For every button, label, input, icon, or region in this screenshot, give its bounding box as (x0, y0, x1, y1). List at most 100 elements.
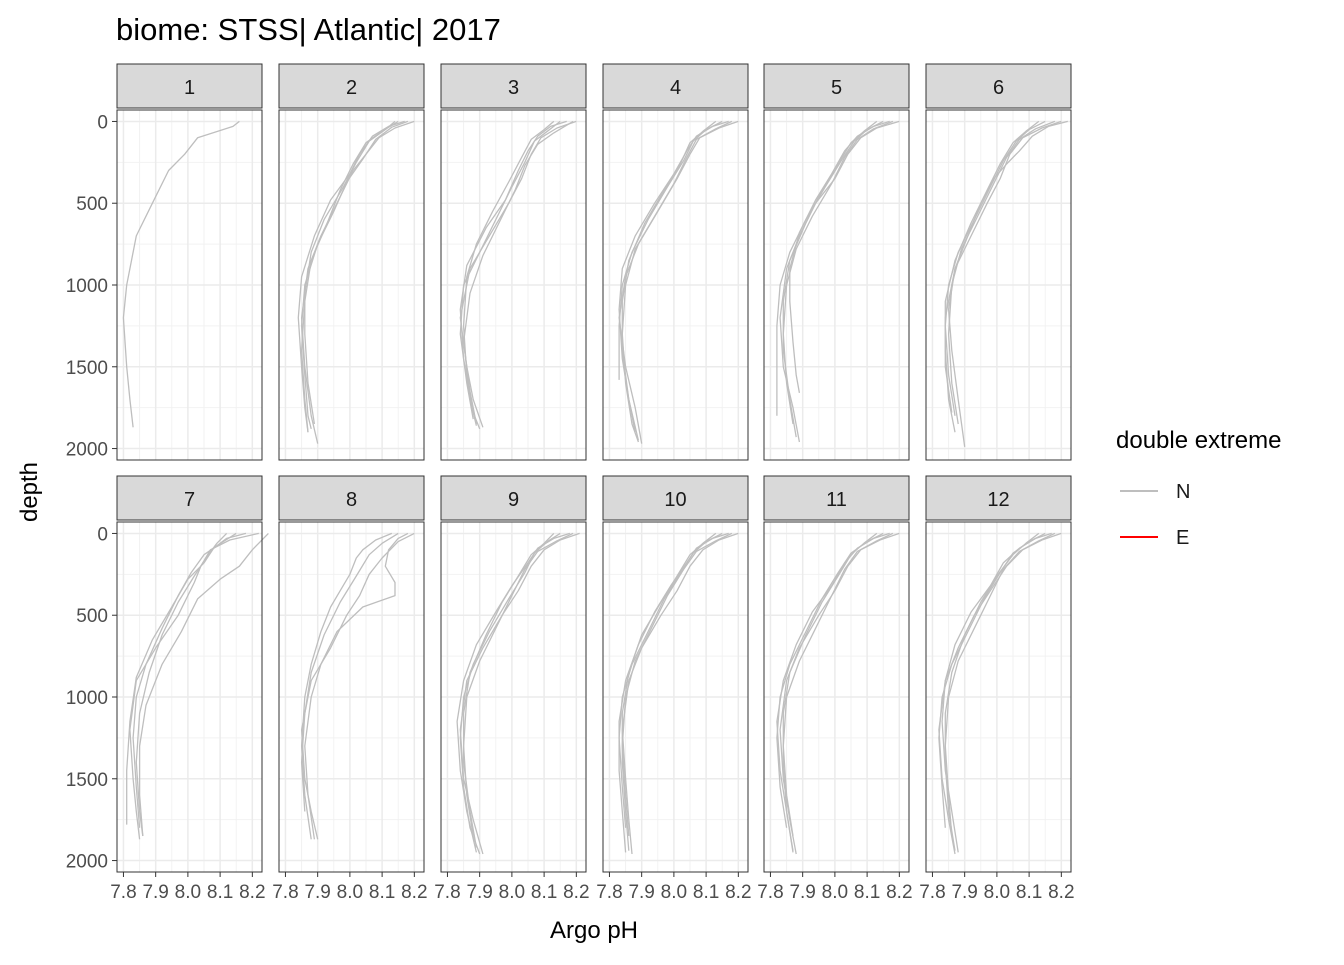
profile-line-3 (618, 532, 723, 828)
facet-strip (925, 63, 1072, 109)
x-tick-label: 7.9 (304, 882, 330, 903)
x-tick-label: 7.8 (919, 882, 945, 903)
profile-line-3 (776, 120, 884, 416)
facet-strip-label: 10 (664, 489, 686, 511)
facet-strip-label: 9 (508, 489, 519, 511)
y-tick-label: 1000 (66, 276, 108, 297)
x-tick-label: 8.1 (854, 882, 880, 903)
x-tick-label: 7.9 (142, 882, 168, 903)
panel-border (602, 109, 749, 461)
profile-line-4 (462, 120, 555, 430)
facet-strip (925, 475, 1072, 521)
profile-line-1 (300, 532, 415, 840)
facet-panel-9: 9 7.8 7.9 8.0 8.1 8.2 (434, 475, 590, 903)
x-tick-label: 8.1 (531, 882, 557, 903)
profile-line-5 (135, 532, 228, 837)
y-tick-label: 0 (97, 524, 108, 545)
facet-strip (440, 63, 587, 109)
facet-strip-label: 12 (987, 489, 1009, 511)
x-tick-label: 7.9 (951, 882, 977, 903)
legend-title: double extreme (1116, 427, 1281, 454)
panel-border (763, 109, 910, 461)
x-tick-label: 8.1 (207, 882, 233, 903)
facet-panel-6: 6 (925, 63, 1072, 461)
facet-strip-label: 3 (508, 77, 519, 99)
y-tick-label: 2000 (66, 852, 108, 873)
panel-border (440, 521, 587, 873)
profile-line-3 (304, 532, 409, 840)
profile-line-4 (944, 120, 1040, 433)
x-tick-label: 8.2 (1048, 882, 1074, 903)
facet-panel-2: 2 (278, 63, 425, 461)
x-axis-label: Argo pH (550, 917, 638, 944)
x-tick-label: 8.1 (369, 882, 395, 903)
x-tick-label: 7.8 (596, 882, 622, 903)
facet-strip-label: 6 (993, 77, 1004, 99)
profile-line-5 (300, 120, 399, 433)
profile-line-5 (462, 532, 574, 837)
x-tick-label: 7.8 (110, 882, 136, 903)
x-tick-label: 8.0 (984, 882, 1010, 903)
x-tick-label: 8.2 (725, 882, 751, 903)
profile-line-3 (132, 532, 237, 828)
x-tick-label: 8.2 (401, 882, 427, 903)
panel-border (925, 109, 1072, 461)
facet-strip (116, 63, 263, 109)
y-tick-label: 2000 (66, 440, 108, 461)
y-axis-label: depth (16, 462, 43, 522)
profile-line-3 (459, 532, 561, 855)
facet-panel-5: 5 (763, 63, 910, 461)
facet-panel-4: 4 (602, 63, 749, 461)
facet-panel-10: 10 7.8 7.9 8.0 8.1 8.2 (596, 475, 752, 903)
y-tick-label: 500 (76, 194, 108, 215)
facet-strip-label: 8 (346, 489, 357, 511)
profile-line-5 (782, 120, 894, 425)
panel-border (278, 521, 425, 873)
legend-label-e: E (1176, 527, 1189, 549)
x-tick-label: 8.1 (693, 882, 719, 903)
facet-panel-12: 12 7.8 7.9 8.0 8.1 8.2 (919, 475, 1075, 903)
profile-line-1 (459, 532, 580, 855)
profile-line-3 (459, 120, 561, 420)
profile-line-4 (300, 532, 399, 812)
x-tick-label: 8.0 (499, 882, 525, 903)
panel-border (925, 521, 1072, 873)
profile-line-4 (944, 532, 1040, 851)
facet-strip (602, 63, 749, 109)
y-tick-label: 1000 (66, 688, 108, 709)
profile-line-5 (944, 532, 1056, 837)
facet-strip (278, 63, 425, 109)
facet-strip-label: 4 (670, 77, 681, 99)
x-tick-label: 8.0 (822, 882, 848, 903)
y-tick-label: 1500 (66, 358, 108, 379)
facet-strip (440, 475, 587, 521)
profile-line-1 (947, 120, 1062, 447)
profile-line-5 (462, 120, 574, 425)
y-tick-label: 1500 (66, 770, 108, 791)
profile-line-5 (621, 532, 733, 837)
x-tick-label: 8.0 (661, 882, 687, 903)
panel-border (440, 109, 587, 461)
profile-line-4 (621, 532, 717, 851)
legend: double extreme N E (1116, 427, 1281, 549)
x-tick-label: 8.2 (239, 882, 265, 903)
profile-line-5 (782, 532, 894, 837)
facet-panel-1: 1 0 500 1000 1500 2000 (66, 63, 263, 461)
facet-panel-11: 11 7.8 7.9 8.0 8.1 8.2 (757, 475, 913, 903)
facet-strip-label: 1 (184, 77, 195, 99)
facet-strip (763, 475, 910, 521)
x-tick-label: 7.9 (789, 882, 815, 903)
facet-panel-8: 8 7.8 7.9 8.0 8.1 8.2 (272, 475, 428, 903)
facet-strip (602, 475, 749, 521)
x-tick-label: 7.8 (272, 882, 298, 903)
facet-panel-3: 3 (440, 63, 587, 461)
profile-line-4 (782, 532, 878, 851)
chart-title: biome: STSS| Atlantic| 2017 (116, 12, 501, 47)
y-tick-label: 500 (76, 606, 108, 627)
facet-strip-label: 7 (184, 489, 195, 511)
profile-line-2 (300, 532, 393, 840)
facet-strip (763, 63, 910, 109)
